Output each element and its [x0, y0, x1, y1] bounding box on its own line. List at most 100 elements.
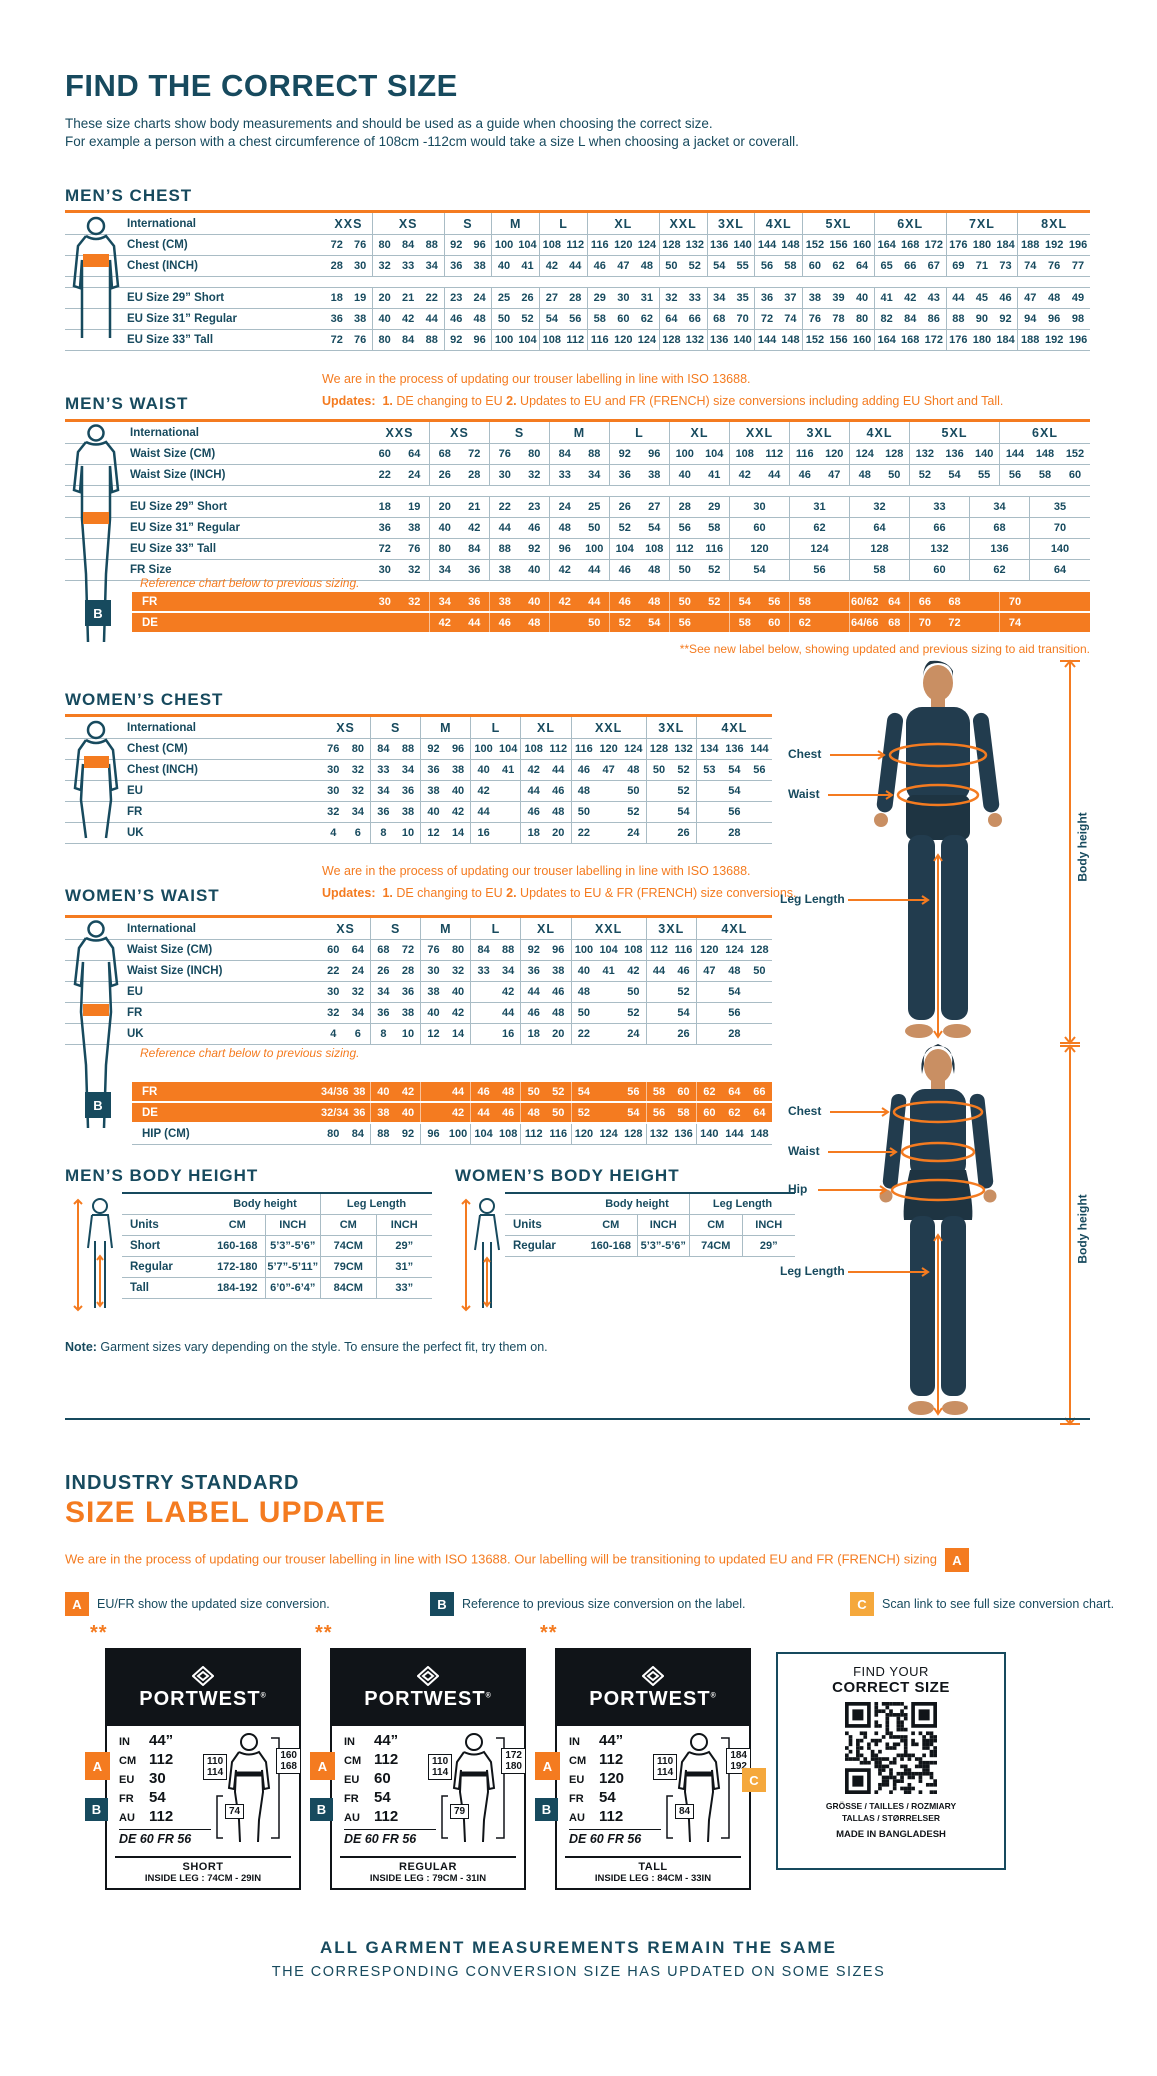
- size-cell: XXL: [572, 918, 647, 939]
- size-value: 180: [972, 239, 992, 251]
- size-value: 148: [781, 239, 800, 251]
- card-size-row: AU 112: [569, 1808, 741, 1827]
- size-value: 54: [374, 1789, 391, 1806]
- size-cell: 22 24: [370, 465, 430, 485]
- size-value: 60: [933, 564, 946, 576]
- size-value: 54: [738, 595, 751, 608]
- male-figure-illustration: [828, 659, 1080, 1045]
- size-cell: 74CM: [321, 1236, 377, 1256]
- size-value: 12: [427, 827, 440, 839]
- size-value: 74CM: [333, 1240, 363, 1252]
- size-cell: 5XL: [803, 213, 875, 234]
- size-value: 50: [577, 806, 591, 818]
- size-value: 104: [599, 944, 618, 956]
- size-value: 34: [401, 764, 415, 776]
- size-cell: S: [445, 213, 493, 234]
- table-row: International XXS XS S M L XL XXL 3XL 4XL 5XL 6XL: [65, 422, 1090, 444]
- size-value: 36: [378, 522, 391, 534]
- size-value: 140: [1050, 543, 1070, 555]
- size-value: 50: [753, 965, 766, 977]
- size-value: 42: [451, 806, 465, 818]
- size-value: 54: [728, 764, 741, 776]
- size-cell: 41 42 43: [875, 288, 947, 308]
- size-system: IN: [569, 1736, 580, 1748]
- size-cell: 80 84 88: [373, 330, 445, 350]
- size-value: 60: [768, 616, 781, 629]
- size-value: 32: [351, 785, 364, 797]
- size-cell: 50 52: [670, 592, 730, 611]
- table-row: Waist Size (CM) 60 64 68 72 76 80 84 88 92 96 100 10…: [65, 444, 1090, 465]
- size-cell: 18 19: [325, 288, 373, 308]
- size-value: 66: [933, 522, 946, 534]
- size-value: 36: [618, 469, 631, 481]
- size-value: 176: [949, 334, 968, 346]
- size-value: 16: [477, 827, 490, 839]
- size-value: 54: [728, 785, 741, 797]
- size-cell: 42: [421, 1103, 472, 1122]
- size-cell: M: [492, 213, 541, 234]
- size-value: 42: [451, 1007, 465, 1019]
- size-cell: 29”: [743, 1236, 796, 1256]
- size-value: 7XL: [968, 216, 995, 231]
- size-value: 42: [558, 564, 571, 576]
- card-body: IN 44” CM 112 EU 120 FR 54 AU 112 DE 60 FR 56 110 11…: [557, 1726, 751, 1888]
- portwest-diamond-icon: [642, 1665, 664, 1686]
- size-value: 116: [590, 334, 609, 346]
- size-value: 48: [728, 965, 741, 977]
- size-value: S: [514, 425, 525, 440]
- size-cell: 32 33: [660, 288, 708, 308]
- size-cell: 136 140: [708, 235, 756, 255]
- size-cell: 144 148 152: [1000, 444, 1090, 464]
- size-value: Leg Length: [346, 1198, 407, 1210]
- size-cell: 120: [730, 539, 790, 559]
- size-cell: 8XL: [1018, 213, 1090, 234]
- size-value: 38: [473, 260, 486, 272]
- size-value: 22: [577, 1028, 591, 1040]
- size-cell: 20 21 22: [373, 288, 445, 308]
- size-value: 40: [477, 764, 490, 776]
- size-value: 112: [524, 1128, 543, 1140]
- card-star: **: [315, 1622, 333, 1644]
- row-label: Waist Size (CM): [130, 448, 216, 460]
- size-cell: 112 116: [521, 1124, 572, 1144]
- height-measure-box: 160 168: [276, 1748, 301, 1774]
- legend-text: Scan link to see full size conversion ch…: [882, 1597, 1115, 1611]
- size-value: 112: [149, 1751, 174, 1768]
- size-value: 20: [552, 1028, 565, 1040]
- size-cell: 3XL: [790, 422, 850, 443]
- size-cell: 62: [790, 518, 850, 538]
- size-cell: 48 50: [521, 1103, 572, 1122]
- size-value: 104: [518, 239, 537, 251]
- size-cell: 132 136 140: [910, 444, 1000, 464]
- table-row: Waist Size (CM) 60 64 68 72 76 80 84 88 92 96 100 10…: [65, 940, 772, 961]
- size-value: 38: [808, 292, 822, 304]
- size-cell: 36 38: [325, 309, 373, 329]
- size-value: 4: [330, 1028, 337, 1040]
- leg-measure-box: 79: [450, 1804, 470, 1819]
- row-label: Waist Size (CM): [127, 944, 213, 956]
- size-value: 70: [918, 616, 931, 629]
- garment-label-card: PORTWEST® IN 44” CM 112 EU 30 FR 54 AU 112 DE 60 FR…: [105, 1648, 301, 1890]
- row-label: International: [127, 922, 197, 935]
- size-value: 20: [552, 827, 565, 839]
- size-value: 29: [708, 501, 721, 513]
- size-cell: 70 72: [910, 613, 1000, 632]
- table-row: DE 32/34 36 38 40 42 44 46 48 50 52 54 56 58 60 62 64: [132, 1103, 772, 1124]
- size-cell: 44 46: [521, 982, 572, 1002]
- size-cell: 32 34: [321, 1003, 372, 1023]
- size-cell: 92 96: [445, 330, 493, 350]
- size-value: XXS: [334, 216, 363, 231]
- size-value: 168: [901, 334, 920, 346]
- card-size-row: AU 112: [119, 1808, 291, 1827]
- size-value: 40: [528, 564, 541, 576]
- size-cell: 64/66 68: [850, 613, 910, 632]
- legend-item-a: A EU/FR show the updated size conversion.: [65, 1592, 330, 1616]
- size-value: 60: [808, 260, 822, 272]
- size-value: 42: [451, 1106, 465, 1119]
- size-cell: 54 56: [730, 592, 790, 611]
- size-value: 44: [451, 1085, 465, 1098]
- size-cell: INCH: [743, 1215, 796, 1235]
- size-value: 62: [703, 1085, 716, 1098]
- transition-note: **See new label below, showing updated a…: [679, 642, 1090, 656]
- row-label: DE: [142, 616, 158, 629]
